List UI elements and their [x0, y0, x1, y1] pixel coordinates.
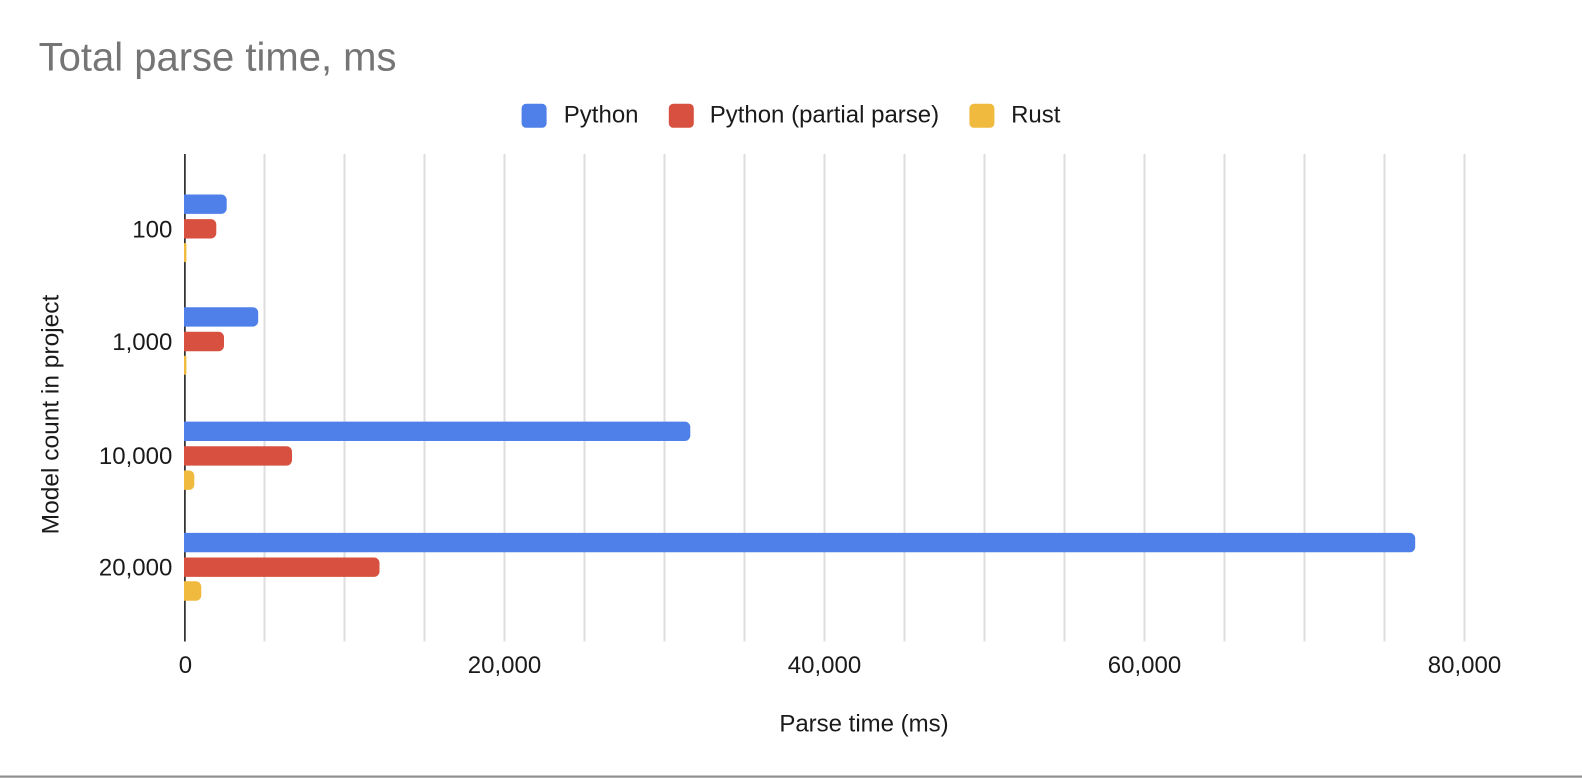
svg-text:100: 100	[132, 217, 172, 244]
svg-text:40,000: 40,000	[788, 652, 861, 679]
svg-text:Model count in project: Model count in project	[38, 294, 65, 534]
svg-text:80,000: 80,000	[1428, 652, 1501, 679]
svg-text:60,000: 60,000	[1108, 652, 1181, 679]
svg-text:1,000: 1,000	[112, 329, 172, 356]
svg-text:Python (partial parse): Python (partial parse)	[710, 102, 939, 129]
svg-text:20,000: 20,000	[99, 554, 172, 581]
svg-text:0: 0	[179, 652, 192, 679]
svg-text:Rust: Rust	[1011, 102, 1061, 129]
svg-text:10,000: 10,000	[99, 443, 172, 470]
svg-text:Parse time (ms): Parse time (ms)	[779, 710, 948, 737]
svg-text:20,000: 20,000	[468, 652, 541, 679]
svg-text:Python: Python	[564, 102, 639, 129]
svg-text:Total parse time, ms: Total parse time, ms	[39, 36, 397, 80]
